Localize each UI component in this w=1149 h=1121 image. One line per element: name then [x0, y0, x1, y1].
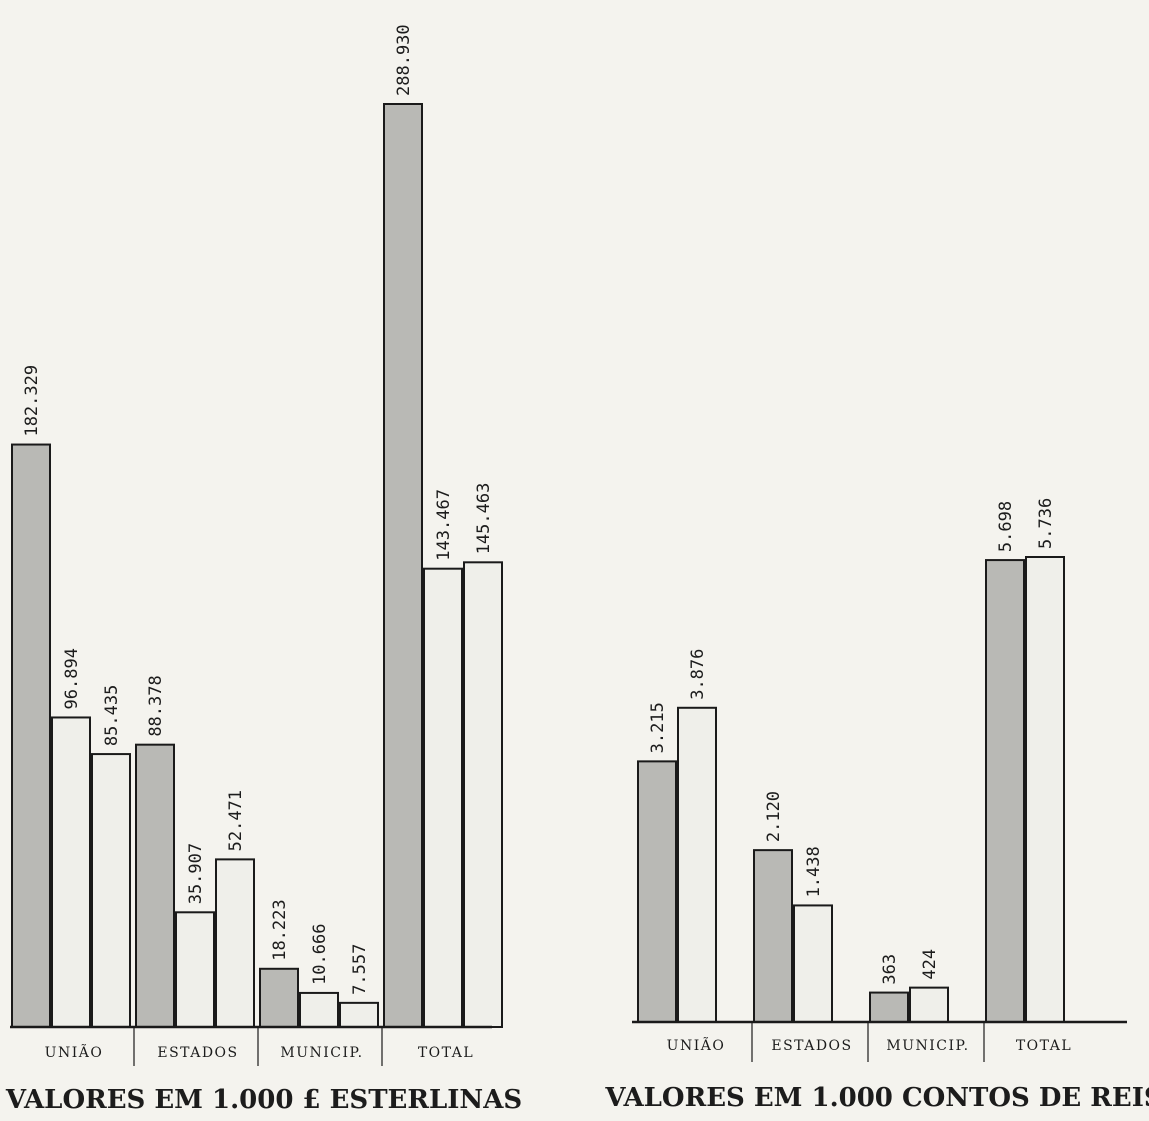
bar-municip-2 — [909, 986, 949, 1024]
data-label-municip-1: 18.223 — [270, 899, 290, 960]
data-label-uniao-2: 3.876 — [688, 649, 708, 700]
data-label-estados-1: 88.378 — [146, 675, 166, 736]
bar-total-2 — [423, 567, 463, 1028]
data-label-total-1: 5.698 — [996, 501, 1016, 552]
bar-municip-2 — [299, 991, 339, 1029]
data-label-estados-3: 52.471 — [226, 790, 246, 851]
bar-uniao-2 — [51, 716, 91, 1028]
data-label-estados-2: 35.907 — [186, 843, 206, 904]
data-label-municip-2: 10.666 — [310, 924, 330, 985]
category-label-total: TOTAL — [418, 1045, 474, 1061]
data-label-municip-2: 424 — [920, 949, 940, 980]
category-label-uniao: UNIÃO — [667, 1036, 726, 1054]
bar-total-3 — [463, 561, 503, 1028]
data-label-total-3: 145.463 — [474, 483, 494, 555]
category-label-estados: ESTADOS — [771, 1038, 852, 1054]
data-label-municip-1: 363 — [880, 954, 900, 985]
bar-estados-2 — [793, 904, 833, 1023]
data-label-estados-2: 1.438 — [804, 846, 824, 897]
data-label-uniao-1: 182.329 — [22, 365, 42, 437]
data-label-uniao-3: 85.435 — [102, 685, 122, 746]
chart-title: VALORES EM 1.000 £ ESTERLINAS — [5, 1085, 522, 1115]
data-label-total-2: 5.736 — [1036, 498, 1056, 549]
category-label-total: TOTAL — [1016, 1038, 1072, 1054]
bar-total-1 — [383, 103, 423, 1028]
chart-esterlinas: 182.329 96.894 85.435 UNIÃO 88.378 35.907 52.4… — [5, 24, 522, 1115]
bar-estados-3 — [215, 858, 255, 1029]
bar-municip-3 — [339, 1001, 379, 1029]
bar-municip-1 — [869, 991, 909, 1023]
category-label-municip: MUNICIP. — [280, 1045, 363, 1061]
data-label-total-2: 143.467 — [434, 489, 454, 561]
bar-estados-1 — [135, 743, 175, 1029]
bar-estados-2 — [175, 911, 215, 1028]
data-label-total-1: 288.930 — [394, 24, 414, 96]
data-label-uniao-1: 3.215 — [648, 702, 668, 753]
data-label-uniao-2: 96.894 — [62, 648, 82, 709]
bar-uniao-1 — [637, 760, 677, 1023]
bar-uniao-3 — [91, 753, 131, 1029]
chart-contos-de-reis: 3.215 3.876 UNIÃO 2.120 1.438 ESTADOS 363 424 MU… — [604, 498, 1149, 1113]
bar-municip-1 — [259, 967, 299, 1029]
bar-estados-1 — [753, 849, 793, 1023]
chart-title: VALORES EM 1.000 CONTOS DE REIS — [604, 1083, 1149, 1113]
bar-total-1 — [985, 559, 1025, 1024]
category-label-estados: ESTADOS — [157, 1045, 238, 1061]
data-label-municip-3: 7.557 — [350, 944, 370, 995]
data-label-estados-1: 2.120 — [764, 791, 784, 842]
category-label-uniao: UNIÃO — [45, 1043, 104, 1061]
bar-uniao-1 — [11, 443, 51, 1028]
bar-uniao-2 — [677, 706, 717, 1024]
bar-total-2 — [1025, 556, 1065, 1023]
category-label-municip: MUNICIP. — [886, 1038, 969, 1054]
